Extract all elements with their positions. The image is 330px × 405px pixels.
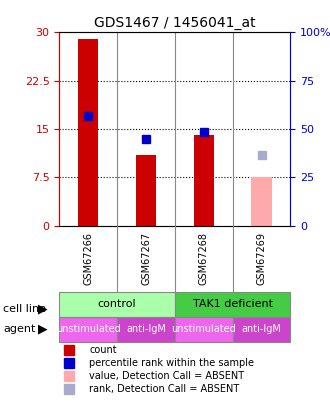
Text: control: control [98,299,137,309]
Text: ▶: ▶ [38,322,48,335]
Text: percentile rank within the sample: percentile rank within the sample [89,358,254,368]
Text: count: count [89,345,117,355]
Bar [251,177,272,226]
Text: value, Detection Call = ABSENT: value, Detection Call = ABSENT [89,371,245,381]
Text: TAK1 deficient: TAK1 deficient [193,299,273,309]
Text: unstimulated: unstimulated [171,324,236,334]
Bar [136,155,156,226]
Text: GSM67266: GSM67266 [83,232,93,286]
FancyBboxPatch shape [175,317,233,342]
FancyBboxPatch shape [117,317,175,342]
FancyBboxPatch shape [59,292,175,317]
FancyBboxPatch shape [233,317,290,342]
Text: ▶: ▶ [38,302,48,315]
Text: GSM67269: GSM67269 [256,232,267,286]
Text: GSM67268: GSM67268 [199,232,209,286]
Text: agent: agent [3,324,36,334]
Text: cell line: cell line [3,304,46,313]
Bar [194,136,214,226]
Text: anti-IgM: anti-IgM [242,324,281,334]
Text: unstimulated: unstimulated [56,324,121,334]
FancyBboxPatch shape [175,292,290,317]
Title: GDS1467 / 1456041_at: GDS1467 / 1456041_at [94,16,256,30]
Text: rank, Detection Call = ABSENT: rank, Detection Call = ABSENT [89,384,240,394]
Bar [78,39,98,226]
Text: GSM67267: GSM67267 [141,232,151,286]
Text: anti-IgM: anti-IgM [126,324,166,334]
FancyBboxPatch shape [59,317,117,342]
